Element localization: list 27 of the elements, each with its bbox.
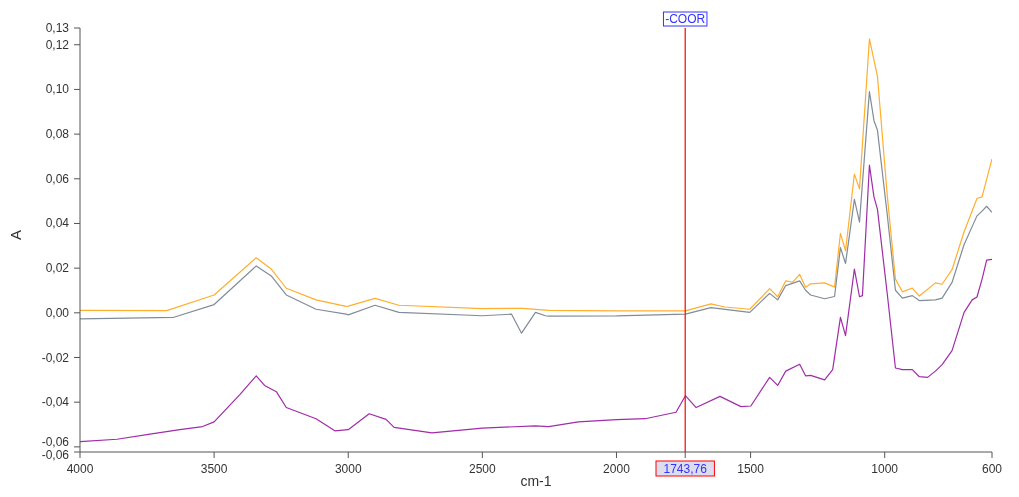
y-tick-label: 0,10 [45,82,70,97]
y-tick-label: 0,00 [45,305,70,320]
x-tick-label: 600 [981,462,1003,476]
y-tick-label: 0,06 [45,171,70,186]
line-series [80,91,992,334]
y-tick-label: -0,02 [41,350,70,365]
x-tick-label: 2500 [469,462,497,476]
ref-line-label: -COOR [665,12,706,26]
x-tick-label: 1743,76 [663,462,708,476]
y-tick-label: 0,08 [45,127,70,142]
line-series [80,38,992,312]
y-tick-label: 0,12 [45,37,70,52]
x-tick-label: 1500 [737,462,765,476]
line-series [80,164,992,443]
y-axis-title: A [7,229,25,240]
x-tick-label: 2000 [603,462,631,476]
y-tick-label: 0,13 [45,21,70,35]
y-tick-label: 0,02 [45,261,70,276]
x-tick-label: 3500 [200,462,228,476]
x-tick-label: 1000 [871,462,899,476]
x-axis-title: cm-1 [520,473,552,489]
y-tick-label: -0,06 [41,434,70,449]
x-tick-label: 4000 [66,462,94,476]
x-tick-label: 3000 [334,462,362,476]
y-tick-label: 0,04 [45,216,70,231]
y-tick-label: -0,04 [41,395,70,410]
y-tick-label: -0,06 [41,448,70,462]
